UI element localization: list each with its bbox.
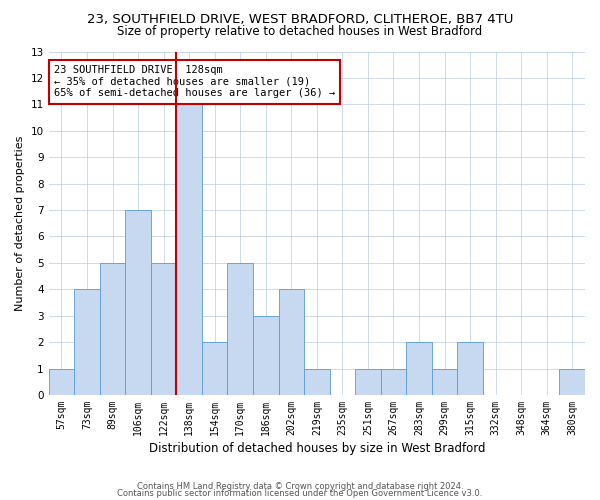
Bar [227, 263, 253, 395]
Bar [100, 263, 125, 395]
Bar [355, 368, 380, 395]
Text: Contains HM Land Registry data © Crown copyright and database right 2024.: Contains HM Land Registry data © Crown c… [137, 482, 463, 491]
Bar [278, 290, 304, 395]
Text: 23, SOUTHFIELD DRIVE, WEST BRADFORD, CLITHEROE, BB7 4TU: 23, SOUTHFIELD DRIVE, WEST BRADFORD, CLI… [87, 12, 513, 26]
Text: Size of property relative to detached houses in West Bradford: Size of property relative to detached ho… [118, 25, 482, 38]
Bar [559, 368, 585, 395]
Bar [380, 368, 406, 395]
Bar [74, 290, 100, 395]
Bar [176, 104, 202, 395]
Bar [406, 342, 432, 395]
Bar [432, 368, 457, 395]
Bar [253, 316, 278, 395]
Bar [49, 368, 74, 395]
Bar [304, 368, 329, 395]
Text: 23 SOUTHFIELD DRIVE: 128sqm
← 35% of detached houses are smaller (19)
65% of sem: 23 SOUTHFIELD DRIVE: 128sqm ← 35% of det… [54, 65, 335, 98]
Bar [457, 342, 483, 395]
Bar [125, 210, 151, 395]
Y-axis label: Number of detached properties: Number of detached properties [15, 136, 25, 311]
X-axis label: Distribution of detached houses by size in West Bradford: Distribution of detached houses by size … [149, 442, 485, 455]
Text: Contains public sector information licensed under the Open Government Licence v3: Contains public sector information licen… [118, 489, 482, 498]
Bar [151, 263, 176, 395]
Bar [202, 342, 227, 395]
